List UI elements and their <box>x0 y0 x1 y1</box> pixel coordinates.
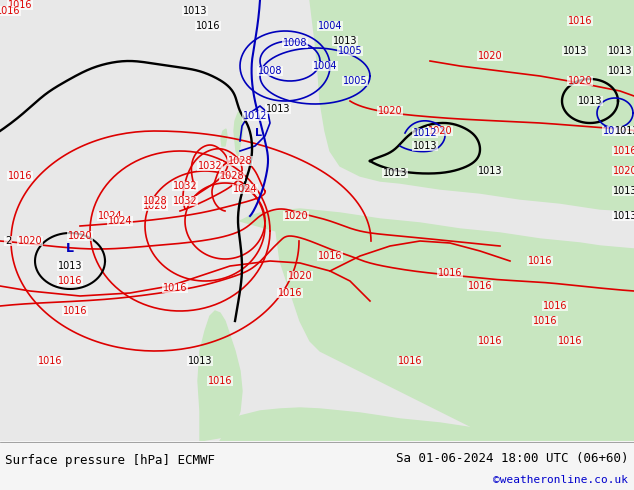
Text: 1016: 1016 <box>38 356 62 366</box>
Text: 1012: 1012 <box>413 128 437 138</box>
Text: 1020: 1020 <box>378 106 403 116</box>
Text: 1024: 1024 <box>108 216 133 226</box>
Text: 1013: 1013 <box>612 186 634 196</box>
Polygon shape <box>221 129 227 146</box>
Text: 1013: 1013 <box>266 104 290 114</box>
Text: 1016: 1016 <box>612 146 634 156</box>
Text: 1032: 1032 <box>172 181 197 191</box>
Text: 1016: 1016 <box>0 6 20 16</box>
Text: 1016: 1016 <box>8 171 32 181</box>
Text: 1013: 1013 <box>478 166 502 176</box>
Text: 1028: 1028 <box>228 156 252 166</box>
Text: 1004: 1004 <box>318 21 342 31</box>
Text: ©weatheronline.co.uk: ©weatheronline.co.uk <box>493 475 628 485</box>
Text: L: L <box>254 128 261 138</box>
Text: 1012: 1012 <box>603 126 627 136</box>
Text: 1020: 1020 <box>477 51 502 61</box>
Text: 1016: 1016 <box>543 301 567 311</box>
Text: 1032: 1032 <box>198 161 223 171</box>
Text: 1020: 1020 <box>18 236 42 246</box>
Polygon shape <box>240 209 634 441</box>
Polygon shape <box>220 408 634 451</box>
Polygon shape <box>310 0 634 211</box>
Text: 1032: 1032 <box>172 196 197 206</box>
Text: 1024: 1024 <box>233 184 257 194</box>
Text: 1028: 1028 <box>143 201 167 211</box>
Text: 1020: 1020 <box>68 231 93 241</box>
Text: 1013: 1013 <box>188 356 212 366</box>
Polygon shape <box>0 0 634 441</box>
Text: 1016: 1016 <box>568 16 592 26</box>
Text: 1013: 1013 <box>608 46 632 56</box>
Text: 1020: 1020 <box>612 166 634 176</box>
Text: 1013: 1013 <box>383 168 407 178</box>
Text: 1013: 1013 <box>58 261 82 271</box>
Text: Surface pressure [hPa] ECMWF: Surface pressure [hPa] ECMWF <box>5 454 215 466</box>
Text: 1016: 1016 <box>196 21 220 31</box>
Text: 1016: 1016 <box>58 276 82 286</box>
Text: 1016: 1016 <box>208 376 232 386</box>
Text: 1013: 1013 <box>608 66 632 76</box>
Text: 1016: 1016 <box>278 288 302 298</box>
Polygon shape <box>198 311 242 441</box>
Text: 1013: 1013 <box>183 6 207 16</box>
Text: 2: 2 <box>5 236 11 246</box>
Text: L: L <box>66 242 74 254</box>
Text: 1005: 1005 <box>343 76 367 86</box>
Text: 1016: 1016 <box>63 306 87 316</box>
Text: 1016: 1016 <box>437 268 462 278</box>
Text: 1013: 1013 <box>333 36 357 46</box>
Text: 1013: 1013 <box>612 211 634 221</box>
Text: 1020: 1020 <box>283 211 308 221</box>
Text: 1013: 1013 <box>578 96 602 106</box>
Text: 1020: 1020 <box>567 76 592 86</box>
Text: 1016: 1016 <box>478 336 502 346</box>
Text: 1016: 1016 <box>527 256 552 266</box>
Text: 1012: 1012 <box>243 111 268 121</box>
Text: 1013: 1013 <box>615 126 634 136</box>
Text: 1020: 1020 <box>288 271 313 281</box>
Text: 1008: 1008 <box>283 38 307 48</box>
Text: 1013: 1013 <box>563 46 587 56</box>
Text: 1016: 1016 <box>533 316 557 326</box>
Text: 1024: 1024 <box>98 211 122 221</box>
Text: 1020: 1020 <box>428 126 452 136</box>
Text: 1005: 1005 <box>338 46 362 56</box>
Text: 1016: 1016 <box>468 281 492 291</box>
Text: 1016: 1016 <box>398 356 422 366</box>
Text: 1016: 1016 <box>318 251 342 261</box>
Text: 1013: 1013 <box>413 141 437 151</box>
Text: 1016: 1016 <box>8 0 32 10</box>
Text: 1016: 1016 <box>163 283 187 293</box>
Polygon shape <box>234 111 243 156</box>
Text: Sa 01-06-2024 18:00 UTC (06+60): Sa 01-06-2024 18:00 UTC (06+60) <box>396 451 628 465</box>
Text: 1016: 1016 <box>558 336 582 346</box>
Text: 1004: 1004 <box>313 61 337 71</box>
Text: 1028: 1028 <box>143 196 167 206</box>
Text: 1008: 1008 <box>258 66 282 76</box>
Text: 1028: 1028 <box>220 171 244 181</box>
